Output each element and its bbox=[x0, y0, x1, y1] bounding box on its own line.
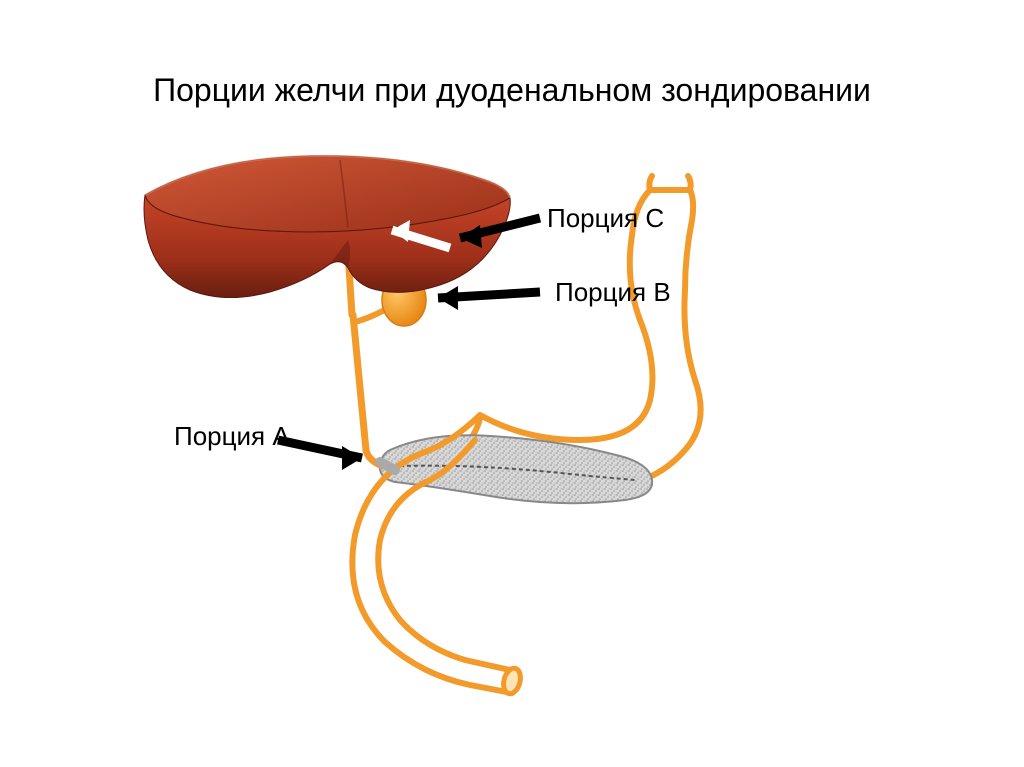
arrow-portion-a bbox=[278, 440, 362, 470]
label-portion-c: Порция С bbox=[547, 203, 664, 234]
anatomy-diagram bbox=[130, 140, 890, 700]
label-portion-a: Порция А bbox=[174, 421, 290, 452]
page-title: Порции желчи при дуоденальном зондирован… bbox=[0, 72, 1024, 109]
pancreas-shape bbox=[380, 435, 652, 503]
liver-shape bbox=[144, 156, 510, 298]
arrow-portion-b bbox=[438, 286, 540, 310]
label-portion-b: Порция В bbox=[555, 277, 671, 308]
